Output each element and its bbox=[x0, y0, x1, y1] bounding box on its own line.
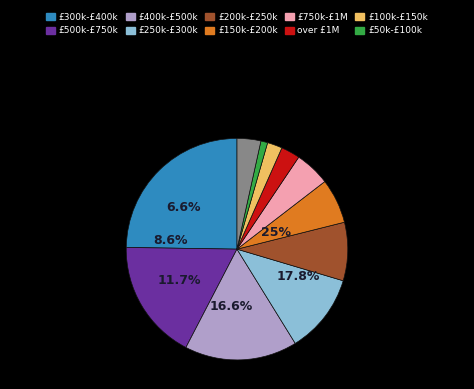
Text: 11.7%: 11.7% bbox=[158, 274, 201, 287]
Wedge shape bbox=[126, 138, 237, 249]
Wedge shape bbox=[126, 247, 237, 347]
Wedge shape bbox=[186, 249, 295, 360]
Text: 16.6%: 16.6% bbox=[210, 300, 253, 313]
Wedge shape bbox=[237, 141, 268, 249]
Text: 17.8%: 17.8% bbox=[276, 270, 319, 283]
Wedge shape bbox=[237, 157, 325, 249]
Wedge shape bbox=[237, 148, 299, 249]
Wedge shape bbox=[237, 138, 261, 249]
Wedge shape bbox=[237, 222, 348, 281]
Text: 8.6%: 8.6% bbox=[153, 234, 188, 247]
Wedge shape bbox=[237, 143, 282, 249]
Text: 25%: 25% bbox=[261, 226, 291, 239]
Wedge shape bbox=[237, 182, 345, 249]
Wedge shape bbox=[237, 249, 343, 343]
Legend: £300k-£400k, £500k-£750k, £400k-£500k, £250k-£300k, £200k-£250k, £150k-£200k, £7: £300k-£400k, £500k-£750k, £400k-£500k, £… bbox=[44, 10, 430, 38]
Text: 6.6%: 6.6% bbox=[166, 201, 201, 214]
